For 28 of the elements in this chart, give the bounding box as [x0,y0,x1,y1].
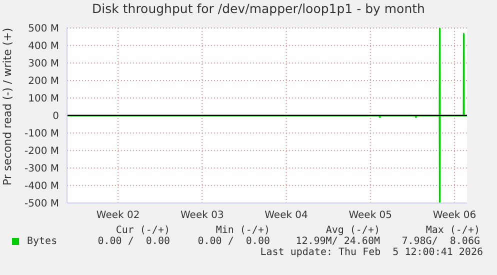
y-tick-label: 300 M [28,58,59,70]
y-tick-label: 500 M [28,24,59,35]
text: 0.00 / 0.00 [96,236,170,247]
y-tick-label: -500 M [24,198,59,210]
text: Cur (-/+) [114,225,170,236]
y-tick-label: 100 M [28,94,59,105]
text: 12.99M/ 24.60M [294,236,380,247]
text: Avg (-/+) [324,225,380,236]
y-tick-label: -200 M [24,146,59,158]
text: 7.98G/ 8.06G [400,236,480,247]
x-tick-label: Week 04 [264,210,308,222]
text: 0.00 / 0.00 [196,236,270,247]
y-tick-label: -400 M [24,181,59,192]
x-tick-label: Week 03 [180,210,224,222]
legend-label: Bytes [26,236,58,247]
x-tick-label: Week 02 [96,210,140,222]
y-tick-label: 0 [52,111,59,122]
chart-title: Disk throughput for /dev/mapper/loop1p1 - by month [91,0,426,18]
x-tick-label: Week 05 [348,210,392,222]
y-tick-label: -100 M [24,128,59,140]
y-tick-label: -300 M [24,164,59,175]
y-tick-label: 400 M [28,41,59,52]
y-tick-label: 200 M [28,76,59,88]
text: Last update: Thu Feb 5 12:00:41 2026 [259,247,484,258]
text: Max (-/+) [424,225,480,236]
text: Min (-/+) [214,225,270,236]
x-tick-label: Week 06 [432,210,476,222]
y-axis-title: Pr second read (-) / write (+) [0,28,14,186]
